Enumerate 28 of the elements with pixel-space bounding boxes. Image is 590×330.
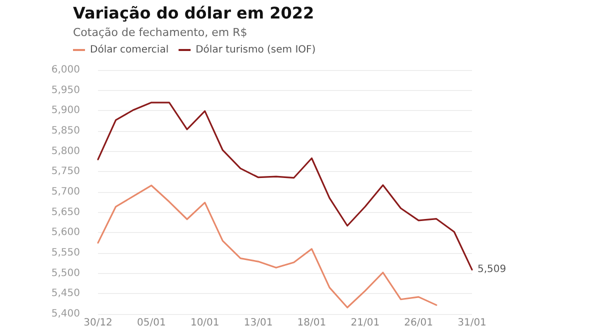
y-tick-label: 5,600 (51, 227, 80, 238)
y-tick-label: 5,750 (51, 166, 80, 178)
x-tick-label: 10/01 (190, 318, 220, 328)
x-tick-label: 30/12 (84, 318, 112, 328)
line-series (97, 102, 473, 270)
legend-label: Dólar turismo (sem IOF) (196, 44, 316, 56)
x-tick-label: 21/01 (350, 318, 380, 328)
x-tick-label: 31/01 (458, 318, 486, 328)
x-tick-label: 13/01 (244, 318, 273, 328)
chart-subtitle: Cotação de fechamento, em R$ (73, 26, 248, 39)
y-tick-label: 5,700 (51, 186, 80, 198)
legend-label: Dólar comercial (90, 44, 169, 56)
x-tick-label: 18/01 (297, 318, 326, 328)
y-tick-label: 5,400 (51, 308, 80, 320)
y-tick-label: 5,550 (51, 248, 80, 258)
x-tick-label: 26/01 (404, 318, 433, 328)
y-tick-label: 5,650 (51, 206, 80, 218)
y-tick-label: 5,900 (51, 105, 80, 116)
y-tick-label: 6,000 (51, 64, 80, 76)
y-tick-label: 5,800 (51, 146, 80, 157)
x-tick-label: 05/01 (137, 318, 166, 328)
y-tick-label: 5,850 (51, 126, 80, 136)
chart-title: Variação do dólar em 2022 (73, 4, 314, 22)
line-series (97, 184, 438, 308)
y-tick-label: 5,450 (51, 288, 80, 300)
y-tick-label: 5,500 (51, 268, 80, 279)
y-tick-label: 5,950 (51, 84, 80, 96)
annotation: 5,509 (478, 264, 506, 276)
